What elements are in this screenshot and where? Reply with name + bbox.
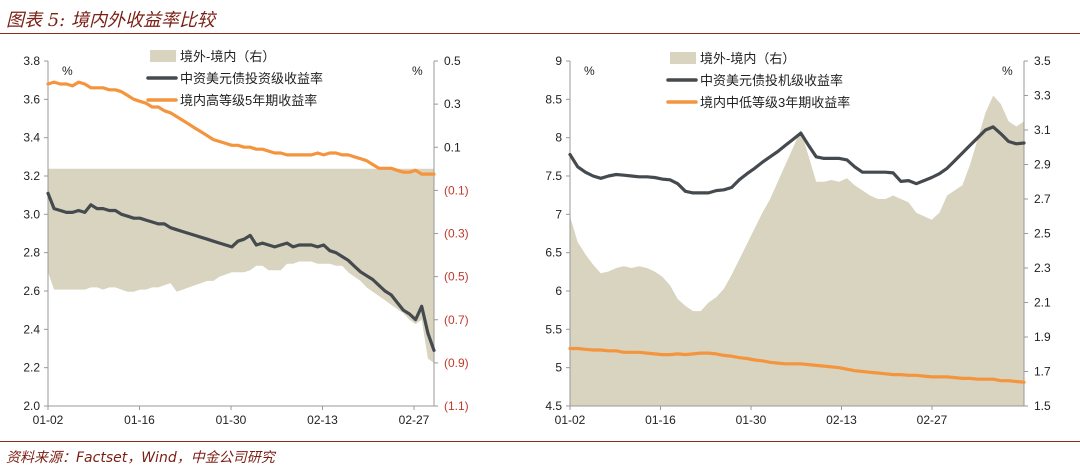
left-tick-label: 7.5	[545, 169, 562, 183]
x-tick-label: 02-27	[399, 413, 430, 427]
chart-left: 3.8 3.6 3.4 3.2 3.0 2.8 2.6 2.4 2.2 2.0% 0.5 0.3 0.1…	[23, 49, 469, 427]
left-tick-label: 2.4	[23, 322, 40, 336]
right-tick-label: 3.5	[1034, 54, 1051, 68]
legend-swatch-area	[150, 50, 176, 62]
left-tick-label: 7	[555, 207, 562, 221]
right-tick-label: 2.5	[1034, 227, 1051, 241]
right-tick-label: (0.5)	[444, 270, 469, 284]
right-tick-label: 2.9	[1034, 158, 1051, 172]
right-tick-label: 0.5	[444, 54, 461, 68]
x-tick-label: 02-13	[826, 413, 857, 427]
right-tick-label: 1.7	[1034, 365, 1051, 379]
series-line	[568, 125, 1026, 195]
x-tick-label: 01-16	[124, 413, 155, 427]
left-tick-label: 6	[555, 284, 562, 298]
legend-label: 境外-境内（右）	[700, 51, 795, 66]
x-tick-label: 02-13	[307, 413, 338, 427]
legend-label: 中资美元债投资级收益率	[180, 71, 323, 86]
x-tick-label: 02-27	[917, 413, 948, 427]
x-tick-label: 01-16	[645, 413, 676, 427]
legend-label: 境内中低等级3年期收益率	[700, 95, 850, 110]
right-tick-label: 3.1	[1034, 123, 1051, 137]
right-tick-label: (0.3)	[444, 227, 469, 241]
left-tick-label: 2.8	[23, 246, 40, 260]
series-area	[48, 168, 434, 363]
legend-swatch-area	[670, 52, 696, 64]
right-tick-label: 2.7	[1034, 192, 1051, 206]
source-note: 资料来源：Factset，Wind，中金公司研究	[6, 450, 275, 466]
series-line	[46, 80, 436, 176]
left-tick-label: 9	[555, 54, 562, 68]
right-tick-label: (0.1)	[444, 183, 469, 197]
right-unit-label: %	[412, 64, 423, 78]
figure-title: 图表 5: 境内外收益率比较	[6, 10, 215, 31]
right-tick-label: (0.9)	[444, 356, 469, 370]
left-tick-label: 3.4	[23, 131, 40, 145]
x-tick-label: 01-02	[555, 413, 586, 427]
legend-label: 中资美元债投机级收益率	[700, 73, 843, 88]
right-tick-label: 2.3	[1034, 261, 1051, 275]
right-tick-label: 0.3	[444, 97, 461, 111]
left-tick-label: 3.8	[23, 54, 40, 68]
right-tick-label: 2.1	[1034, 296, 1051, 310]
x-tick-label: 01-30	[736, 413, 767, 427]
left-unit-label: %	[62, 64, 73, 78]
legend-label: 境内高等级5年期收益率	[180, 93, 317, 108]
right-tick-label: (1.1)	[444, 399, 469, 413]
x-tick-label: 01-30	[216, 413, 247, 427]
source-divider	[0, 441, 1080, 442]
right-tick-label: 1.9	[1034, 330, 1051, 344]
left-tick-label: 5.5	[545, 322, 562, 336]
right-unit-label: %	[1002, 64, 1013, 78]
left-tick-label: 8.5	[545, 92, 562, 106]
right-tick-label: (0.7)	[444, 313, 469, 327]
series-line	[46, 191, 436, 352]
title-divider	[0, 33, 1080, 34]
left-tick-label: 3.0	[23, 207, 40, 221]
chart-right: 9 8.5 8 7.5 7 6.5 6 5.5 5 4.5% 3.5 3.3 3.1 2.9 2.7 2.5 2…	[545, 51, 1051, 427]
right-tick-label: 0.1	[444, 140, 461, 154]
right-tick-label: 1.5	[1034, 399, 1051, 413]
left-tick-label: 2.0	[23, 399, 40, 413]
left-tick-label: 2.6	[23, 284, 40, 298]
right-tick-label: 3.3	[1034, 89, 1051, 103]
left-tick-label: 6.5	[545, 246, 562, 260]
left-tick-label: 2.2	[23, 361, 40, 375]
x-tick-label: 01-02	[33, 413, 64, 427]
left-tick-label: 8	[555, 131, 562, 145]
series-area	[570, 95, 1024, 406]
left-tick-label: 3.2	[23, 169, 40, 183]
legend-label: 境外-境内（右）	[180, 49, 275, 64]
left-tick-label: 3.6	[23, 92, 40, 106]
series-line	[568, 346, 1026, 384]
left-unit-label: %	[584, 64, 595, 78]
left-tick-label: 5	[555, 361, 562, 375]
left-tick-label: 4.5	[545, 399, 562, 413]
